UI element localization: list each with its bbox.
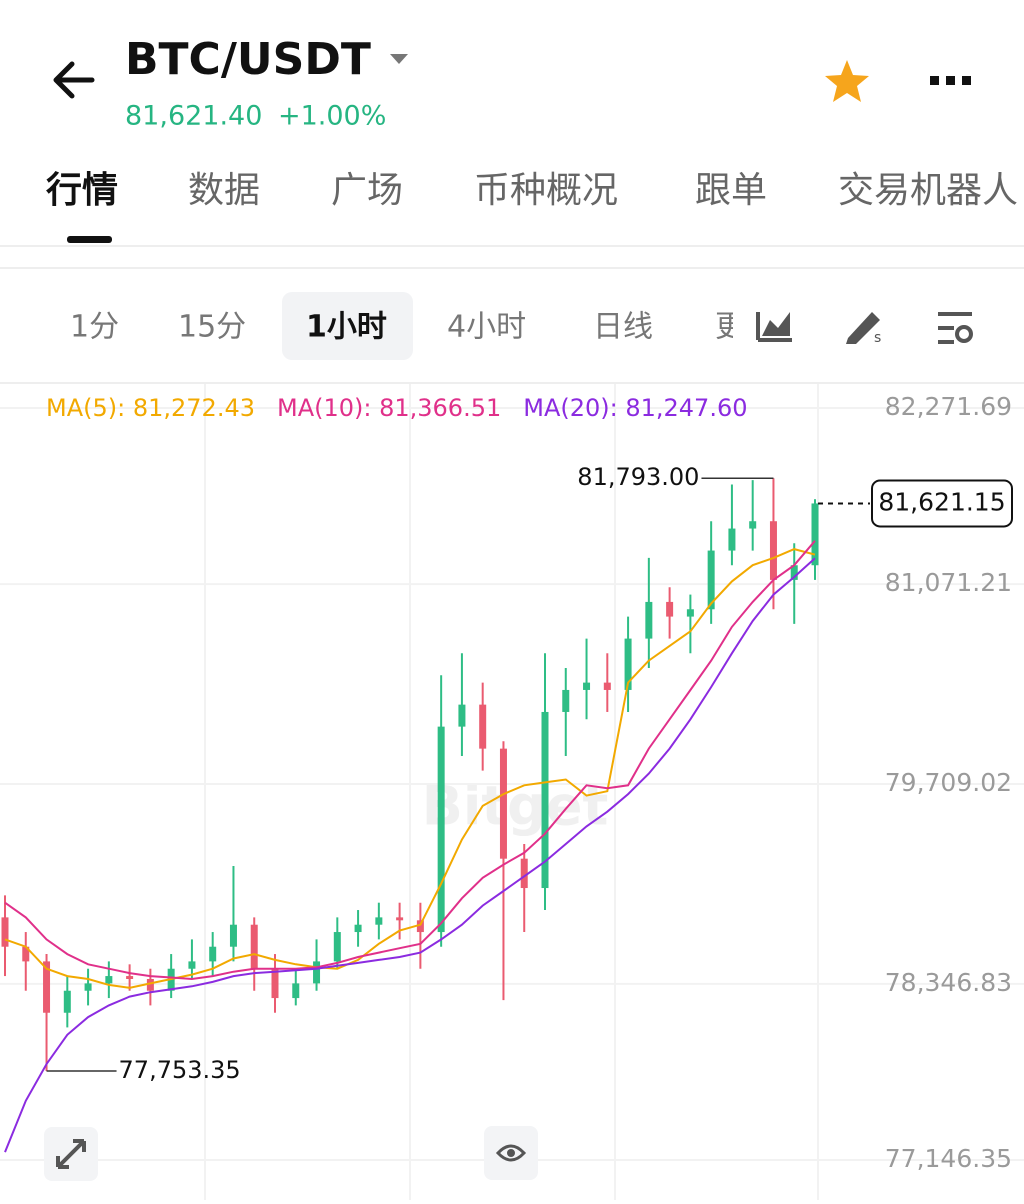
candle-body [209,946,217,962]
candle-body [396,917,404,921]
favorite-star[interactable] [825,60,869,102]
candle-body [188,961,196,969]
candle-body [811,503,819,566]
pair-title[interactable]: BTC/USDT [125,34,371,85]
legend-entry: MA(20): 81,247.60 [523,394,747,422]
tab[interactable]: 交易机器人 [838,170,1018,211]
candle-body [437,726,445,933]
interval-clip: 更 [715,310,745,345]
last-price-box [871,479,1013,528]
candle-body [229,924,237,947]
candle-body [333,932,341,962]
y-tick-label: 82,271.69 [885,392,1012,421]
candle-body [520,858,528,889]
draw-icon-s: s [874,330,881,346]
fullscreen-button[interactable] [44,1127,98,1181]
y-tick-label: 81,071.21 [885,568,1012,597]
candle-body [541,711,549,889]
ma-line [4,557,816,1153]
watermark: Bitget [422,775,609,838]
candle-body [624,638,632,690]
interval[interactable]: 更 [715,310,745,345]
last-price: 81,621.40 [125,101,262,132]
candle-body [250,924,258,969]
legend-entry: MA(10): 81,366.51 [277,394,501,422]
interval[interactable]: 1小时 [306,310,387,345]
y-tick-label: 79,709.02 [885,768,1012,797]
interval[interactable]: 4小时 [447,310,526,345]
candle-body [105,976,113,984]
interval[interactable]: 15分 [178,310,246,345]
candle-body [686,609,694,617]
candle-body [1,917,9,947]
last-price-label: 81,621.15 [878,487,1005,516]
candle-body [562,689,570,712]
candle-body [479,704,487,749]
tab[interactable]: 币种概况 [474,170,618,211]
interval[interactable]: 1分 [70,310,119,345]
interval[interactable]: 日线 [593,310,653,345]
candle-body [63,990,71,1013]
chart: Bitget 82,271.69 81,071.21 79,709.02 78,346.… [0,384,1024,1200]
candle-body [749,521,757,529]
y-tick-label: 78,346.83 [885,968,1012,997]
settings-icon[interactable] [938,312,973,344]
candle-body [22,946,30,962]
candle-body [666,601,674,617]
visibility-button[interactable] [484,1126,538,1180]
price-change: +1.00% [278,101,386,132]
candle-body [790,565,798,580]
back-button[interactable] [53,61,95,99]
candle-body [458,704,466,727]
candle-body [354,924,362,933]
max-label: 81,793.00 [577,463,699,491]
tab[interactable]: 数据 [188,170,260,211]
candle-body [645,601,653,639]
candle-body [707,550,715,610]
candle-body [583,682,591,690]
tab[interactable]: 跟单 [695,170,767,211]
tab[interactable]: 行情 [46,170,118,211]
legend-entry: MA(5): 81,272.43 [46,394,255,422]
candle-body [271,968,279,999]
y-tick-label: 77,146.35 [885,1144,1012,1173]
min-label: 77,753.35 [119,1056,241,1084]
tab[interactable]: 广场 [331,170,403,211]
candle-body [292,983,300,999]
candle-body [43,961,51,1013]
ma-line [4,548,816,989]
candle-body [416,920,424,933]
candle-body [126,976,134,979]
candle-body [769,521,777,580]
more-button[interactable] [930,76,971,85]
candle-body [313,961,321,984]
candle-body [728,528,736,551]
pair-dropdown[interactable] [390,54,408,64]
tab-indicator [67,236,112,243]
candle-body [603,682,611,690]
chart-type-icon[interactable] [756,312,792,342]
interval-selected-bg [282,292,413,360]
candle-body [84,983,92,991]
draw-icon[interactable]: s [846,312,881,346]
candle-body [375,917,383,925]
candle-body [146,978,154,991]
ma-line [4,540,816,981]
candle-body [499,748,507,859]
